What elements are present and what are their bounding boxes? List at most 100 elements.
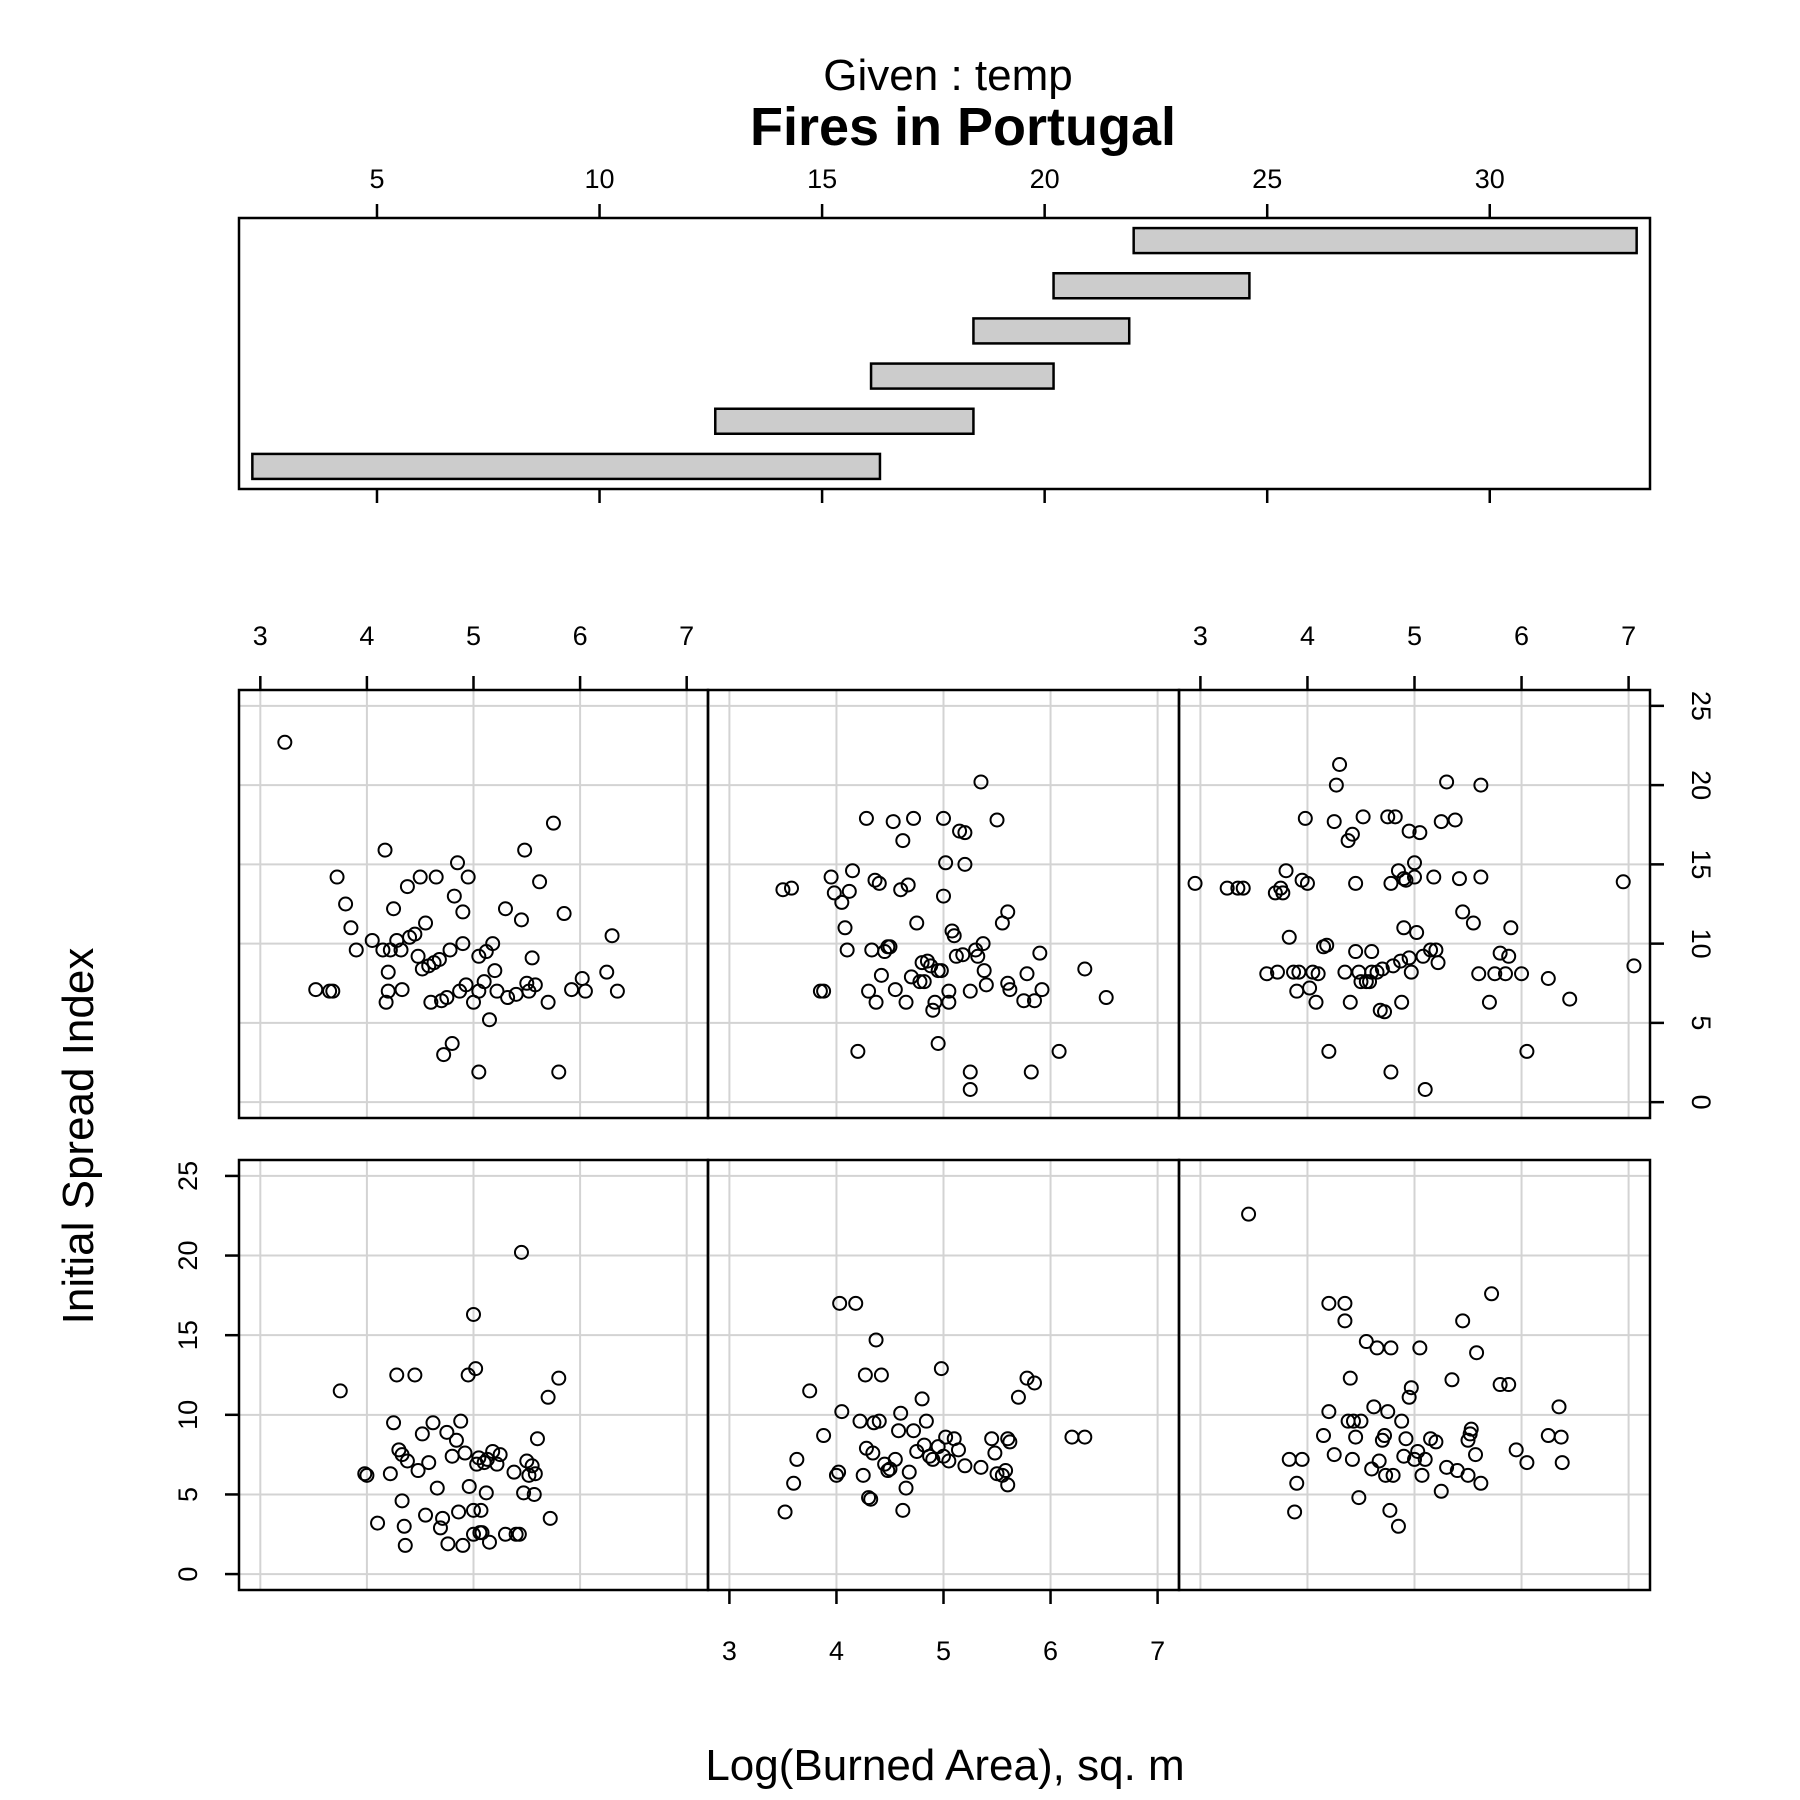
data-point bbox=[474, 1525, 490, 1541]
data-point bbox=[421, 1455, 437, 1471]
data-point bbox=[1281, 929, 1297, 945]
data-point bbox=[1473, 777, 1489, 793]
data-point bbox=[973, 774, 989, 790]
data-point bbox=[1377, 1428, 1393, 1444]
data-point bbox=[1187, 875, 1203, 891]
data-point bbox=[1319, 937, 1335, 953]
data-point bbox=[377, 842, 393, 858]
data-point bbox=[1337, 1313, 1353, 1329]
data-point bbox=[1407, 855, 1422, 871]
data-point bbox=[599, 964, 615, 980]
data-point bbox=[903, 969, 919, 985]
data-point bbox=[492, 1447, 508, 1463]
data-point bbox=[1519, 1043, 1535, 1059]
data-point bbox=[1626, 958, 1642, 974]
data-point bbox=[1364, 964, 1380, 980]
given-interval-bar bbox=[1132, 226, 1638, 255]
data-point bbox=[962, 1064, 978, 1080]
x-tick-label: 5 bbox=[936, 1636, 951, 1666]
data-point bbox=[332, 1383, 348, 1399]
data-point bbox=[1369, 1340, 1385, 1356]
data-point bbox=[1380, 1404, 1396, 1420]
data-point bbox=[1299, 875, 1315, 891]
data-point bbox=[832, 1295, 848, 1311]
data-point bbox=[1551, 1399, 1567, 1415]
data-point bbox=[418, 1507, 434, 1523]
data-point bbox=[450, 855, 466, 871]
data-point bbox=[364, 932, 380, 948]
data-point bbox=[948, 948, 964, 964]
data-point bbox=[970, 948, 986, 964]
data-point bbox=[1484, 1286, 1500, 1302]
data-point bbox=[1492, 945, 1508, 961]
data-point bbox=[962, 1081, 978, 1097]
data-point bbox=[1401, 823, 1417, 839]
data-point bbox=[957, 1458, 973, 1474]
data-point bbox=[1393, 953, 1409, 969]
y-tick-label: 20 bbox=[1686, 770, 1716, 800]
data-point bbox=[777, 1504, 793, 1520]
data-point bbox=[551, 1064, 567, 1080]
data-point bbox=[466, 1306, 481, 1322]
data-point bbox=[461, 1478, 477, 1494]
y-tick-label: 20 bbox=[173, 1241, 203, 1271]
data-point bbox=[857, 1367, 873, 1383]
data-point bbox=[786, 1475, 802, 1491]
data-point bbox=[308, 982, 324, 998]
data-point bbox=[429, 1480, 445, 1496]
data-point bbox=[861, 983, 877, 999]
data-point bbox=[1433, 814, 1449, 830]
data-point bbox=[941, 994, 957, 1010]
data-point bbox=[1023, 1064, 1039, 1080]
data-point bbox=[380, 983, 396, 999]
data-point bbox=[1455, 904, 1471, 920]
chart-title: Fires in Portugal bbox=[750, 97, 1176, 157]
data-point bbox=[1447, 812, 1463, 828]
data-point bbox=[399, 879, 415, 895]
data-point bbox=[1382, 1502, 1398, 1518]
data-point bbox=[941, 983, 957, 999]
data-point bbox=[1417, 1081, 1433, 1097]
data-point bbox=[343, 920, 359, 936]
data-point bbox=[1401, 950, 1417, 966]
data-point bbox=[867, 872, 883, 888]
data-point bbox=[609, 983, 625, 999]
data-point bbox=[1348, 944, 1364, 960]
y-tick-label: 10 bbox=[1686, 929, 1716, 959]
data-point bbox=[1473, 1475, 1489, 1491]
given-tick-label: 5 bbox=[369, 164, 384, 194]
given-tick-label: 10 bbox=[585, 164, 615, 194]
data-point bbox=[432, 1520, 448, 1536]
data-point bbox=[455, 936, 471, 952]
data-point bbox=[410, 948, 426, 964]
data-point bbox=[574, 971, 590, 987]
data-point bbox=[816, 983, 832, 999]
data-point bbox=[873, 967, 889, 983]
y-tick-label: 5 bbox=[173, 1487, 203, 1502]
data-point bbox=[918, 1413, 934, 1429]
data-point bbox=[891, 1423, 907, 1439]
data-point bbox=[1468, 1447, 1484, 1463]
data-point bbox=[789, 1451, 805, 1467]
data-point bbox=[845, 863, 861, 879]
data-point bbox=[1407, 1451, 1422, 1467]
data-point bbox=[1348, 875, 1364, 891]
data-point bbox=[1000, 1477, 1016, 1493]
x-axis-title: Log(Burned Area), sq. m bbox=[705, 1741, 1184, 1790]
given-panel-frame bbox=[237, 216, 1652, 491]
data-point bbox=[1460, 1467, 1476, 1483]
x-tick-label: 7 bbox=[1621, 621, 1636, 651]
data-point bbox=[1385, 1467, 1401, 1483]
data-point bbox=[442, 942, 458, 958]
data-point bbox=[1310, 966, 1326, 982]
data-point bbox=[1000, 904, 1016, 920]
data-point bbox=[556, 906, 572, 922]
data-point bbox=[1501, 948, 1517, 964]
data-point bbox=[906, 810, 922, 826]
data-point bbox=[938, 855, 954, 871]
data-point bbox=[471, 948, 487, 964]
data-point bbox=[865, 1445, 881, 1461]
data-point bbox=[868, 1332, 884, 1348]
data-point bbox=[831, 1464, 847, 1480]
data-point bbox=[1230, 880, 1246, 896]
